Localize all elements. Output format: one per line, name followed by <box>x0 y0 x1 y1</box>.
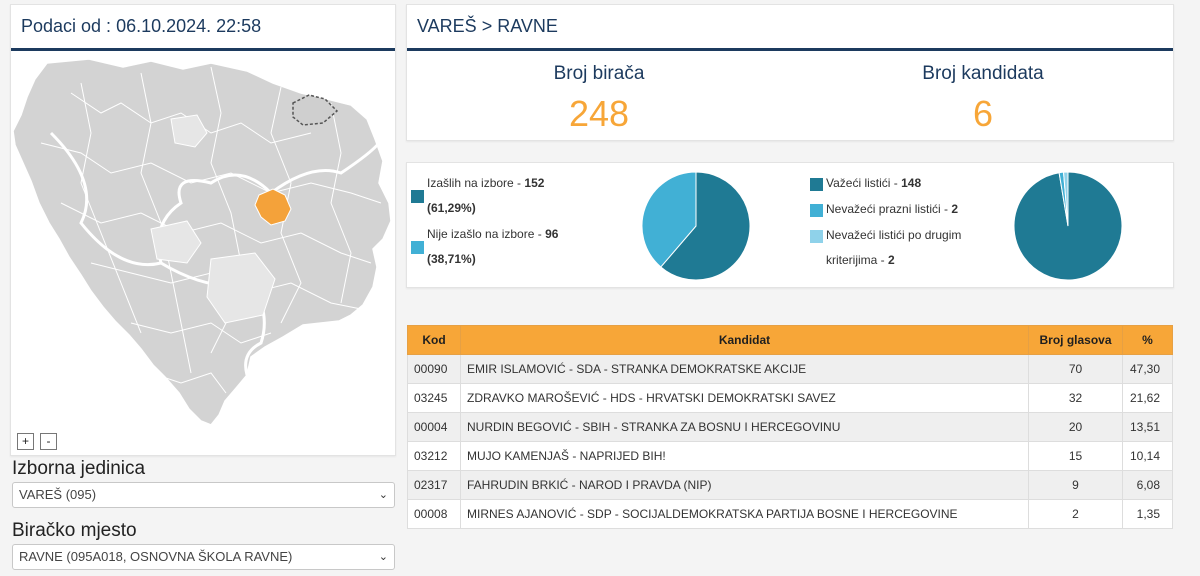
candidates-stat: Broj kandidata 6 <box>791 63 1175 135</box>
legend-swatch-valid <box>810 178 823 191</box>
cell-code: 02317 <box>407 470 461 500</box>
cell-percent: 1,35 <box>1122 499 1173 529</box>
cell-votes: 20 <box>1028 412 1123 442</box>
table-row: 00004 NURDIN BEGOVIĆ - SBIH - STRANKA ZA … <box>407 412 1173 442</box>
cell-code: 00004 <box>407 412 461 442</box>
candidates-label: Broj kandidata <box>922 63 1044 84</box>
station-select-value: RAVNE (095A018, OSNOVNA ŠKOLA RAVNE) <box>19 549 293 564</box>
map-panel: Podaci od : 06.10.2024. 22:58 + - <box>10 4 396 456</box>
voters-stat: Broj birača 248 <box>407 63 791 135</box>
data-timestamp: Podaci od : 06.10.2024. 22:58 <box>11 5 395 51</box>
map-brcko-district <box>292 94 339 126</box>
turnout-pie-slice-1[interactable] <box>641 171 697 268</box>
table-row: 03212 MUJO KAMENJAŠ - NAPRIJED BIH! 15 10,1… <box>407 441 1173 471</box>
bih-map[interactable] <box>11 53 395 453</box>
unit-select[interactable]: VAREŠ (095) ⌄ <box>12 482 395 508</box>
turnout-pie-slice-0[interactable] <box>660 171 751 281</box>
legend-valid: Važeći listići - 148 <box>826 176 922 190</box>
results-table: Kod Kandidat Broj glasova % 00090 EMIR IS… <box>407 325 1173 529</box>
turnout-pie-chart <box>641 171 751 281</box>
cell-candidate: ZDRAVKO MAROŠEVIĆ - HDS - HRVATSKI DEMOK… <box>460 383 1029 413</box>
map-selected-municipality <box>254 188 292 226</box>
legend-swatch-other-invalid <box>810 230 823 243</box>
chevron-down-icon: ⌄ <box>378 551 388 563</box>
legend-swatch-turnout <box>411 190 424 203</box>
cell-votes: 70 <box>1028 354 1123 384</box>
cell-percent: 21,62 <box>1122 383 1173 413</box>
cell-candidate: NURDIN BEGOVIĆ - SBIH - STRANKA ZA BOSNU… <box>460 412 1029 442</box>
table-header-row: Kod Kandidat Broj glasova % <box>407 325 1173 355</box>
summary-panel: VAREŠ > RAVNE Broj birača 248 Broj kandi… <box>406 4 1174 141</box>
col-header-candidate[interactable]: Kandidat <box>460 325 1029 355</box>
cell-percent: 6,08 <box>1122 470 1173 500</box>
ballots-pie-chart <box>1013 171 1123 281</box>
legend-no-turnout: Nije izašlo na izbore - 96 (38,71%) <box>427 227 559 266</box>
legend-turnout: Izašlih na izbore - 152 (61,29%) <box>427 176 545 215</box>
map-zoom-in-button[interactable]: + <box>17 433 34 450</box>
table-row: 03245 ZDRAVKO MAROŠEVIĆ - HDS - HRVATSKI … <box>407 383 1173 413</box>
unit-select-label: Izborna jedinica <box>12 458 146 479</box>
cell-votes: 2 <box>1028 499 1123 529</box>
breadcrumb: VAREŠ > RAVNE <box>407 5 1173 51</box>
station-select[interactable]: RAVNE (095A018, OSNOVNA ŠKOLA RAVNE) ⌄ <box>12 544 395 570</box>
table-row: 02317 FAHRUDIN BRKIĆ - NAROD I PRAVDA (NI… <box>407 470 1173 500</box>
map-region-light-3 <box>206 252 276 324</box>
legend-swatch-blank <box>810 204 823 217</box>
cell-percent: 10,14 <box>1122 441 1173 471</box>
candidates-value: 6 <box>972 93 994 134</box>
cell-votes: 15 <box>1028 441 1123 471</box>
cell-candidate: MIRNES AJANOVIĆ - SDP - SOCIJALDEMOKRATS… <box>460 499 1029 529</box>
charts-panel: Izašlih na izbore - 152 (61,29%) Nije iza… <box>406 162 1174 288</box>
cell-code: 03245 <box>407 383 461 413</box>
station-select-label: Biračko mjesto <box>12 520 137 541</box>
map-region-light-1 <box>170 114 208 148</box>
ballots-pie-slice-2[interactable] <box>1063 171 1069 227</box>
cell-percent: 47,30 <box>1122 354 1173 384</box>
map-region-light-2 <box>150 220 202 264</box>
cell-votes: 32 <box>1028 383 1123 413</box>
voters-label: Broj birača <box>553 63 645 84</box>
cell-candidate: MUJO KAMENJAŠ - NAPRIJED BIH! <box>460 441 1029 471</box>
cell-candidate: FAHRUDIN BRKIĆ - NAROD I PRAVDA (NIP) <box>460 470 1029 500</box>
cell-candidate: EMIR ISLAMOVIĆ - SDA - STRANKA DEMOKRATS… <box>460 354 1029 384</box>
map-country-shape <box>12 58 392 426</box>
table-row: 00008 MIRNES AJANOVIĆ - SDP - SOCIJALDEMO… <box>407 499 1173 529</box>
table-row: 00090 EMIR ISLAMOVIĆ - SDA - STRANKA DEMO… <box>407 354 1173 384</box>
col-header-code[interactable]: Kod <box>407 325 461 355</box>
unit-select-value: VAREŠ (095) <box>19 487 97 502</box>
col-header-votes[interactable]: Broj glasova <box>1028 325 1123 355</box>
map-entity-boundary <box>49 131 381 267</box>
legend-swatch-no-turnout <box>411 241 424 254</box>
legend-blank: Nevažeći prazni listići - 2 <box>826 202 959 216</box>
cell-code: 00090 <box>407 354 461 384</box>
legend-other-invalid: Nevažeći listići po drugim kriterijima - … <box>826 228 962 267</box>
voters-value: 248 <box>568 93 630 134</box>
map-zoom-out-button[interactable]: - <box>40 433 57 450</box>
cell-code: 00008 <box>407 499 461 529</box>
cell-percent: 13,51 <box>1122 412 1173 442</box>
col-header-percent[interactable]: % <box>1122 325 1173 355</box>
cell-votes: 9 <box>1028 470 1123 500</box>
chevron-down-icon: ⌄ <box>378 489 388 501</box>
cell-code: 03212 <box>407 441 461 471</box>
